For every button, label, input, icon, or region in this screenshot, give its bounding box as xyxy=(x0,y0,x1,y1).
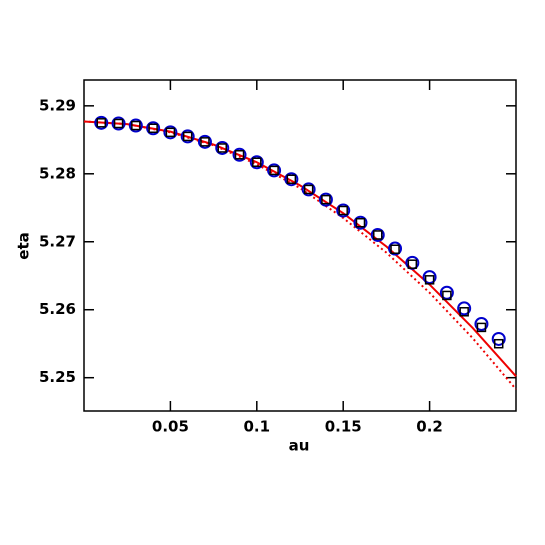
circle-marker xyxy=(474,317,489,332)
square-marker xyxy=(252,157,262,167)
square-marker xyxy=(355,217,366,228)
square-marker xyxy=(407,259,418,269)
circle-marker xyxy=(388,241,403,256)
y-axis-label: eta xyxy=(15,232,33,259)
circle-marker xyxy=(318,192,333,207)
x-tick-label: 0.15 xyxy=(325,418,362,436)
square-marker xyxy=(338,205,348,216)
y-tick-label: 5.26 xyxy=(39,300,76,318)
y-tick-label: 5.25 xyxy=(39,368,76,386)
circle-marker xyxy=(336,203,351,218)
square-marker xyxy=(113,118,124,129)
circle-marker xyxy=(128,118,143,133)
circle-marker xyxy=(267,163,282,178)
x-axis-label: au xyxy=(289,437,310,455)
square-marker xyxy=(303,184,314,195)
circle-marker xyxy=(353,215,368,230)
fit-line xyxy=(83,120,517,378)
circle-marker xyxy=(284,172,299,187)
circle-marker xyxy=(232,147,247,162)
x-tick-label: 0.1 xyxy=(244,418,271,436)
square-marker xyxy=(269,165,279,176)
square-marker xyxy=(234,150,245,160)
y-tick-label: 5.28 xyxy=(39,164,76,182)
circle-marker xyxy=(301,182,316,197)
circle-marker xyxy=(180,129,195,144)
square-marker xyxy=(217,143,227,153)
square-marker xyxy=(200,137,210,147)
y-tick-label: 5.29 xyxy=(39,96,76,114)
plot-frame xyxy=(83,79,517,412)
square-marker xyxy=(493,338,504,349)
square-marker xyxy=(442,290,452,301)
circle-marker xyxy=(491,331,506,346)
circle-marker xyxy=(146,121,161,136)
circle-marker xyxy=(249,155,264,170)
square-marker xyxy=(148,123,158,134)
circle-marker xyxy=(370,227,385,242)
y-tick-label: 5.27 xyxy=(39,232,76,250)
x-tick-label: 0.2 xyxy=(416,418,443,436)
square-marker xyxy=(131,120,141,131)
square-marker xyxy=(459,307,469,317)
circle-marker xyxy=(111,116,126,131)
circle-marker xyxy=(197,134,212,149)
fit-line xyxy=(83,120,517,390)
square-marker xyxy=(424,275,435,285)
circle-marker xyxy=(457,301,472,316)
square-marker xyxy=(476,322,487,333)
circle-marker xyxy=(163,125,178,140)
circle-marker xyxy=(94,115,109,130)
square-marker xyxy=(321,194,331,205)
square-marker xyxy=(286,174,297,184)
x-tick-label: 0.05 xyxy=(152,418,189,436)
circle-marker xyxy=(215,140,230,155)
square-marker xyxy=(390,244,400,254)
square-marker xyxy=(373,230,383,240)
square-marker xyxy=(165,127,176,138)
square-marker xyxy=(182,131,193,142)
square-marker xyxy=(96,118,107,128)
